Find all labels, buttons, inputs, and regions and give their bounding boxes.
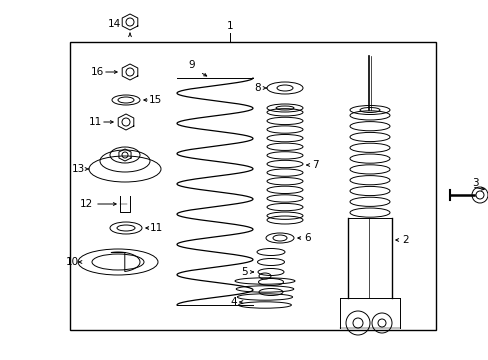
Text: 2: 2 <box>402 235 408 245</box>
Text: 3: 3 <box>471 178 477 188</box>
Text: 13: 13 <box>71 164 84 174</box>
Text: 9: 9 <box>188 60 195 70</box>
Text: 16: 16 <box>90 67 103 77</box>
Text: 10: 10 <box>65 257 79 267</box>
Text: 5: 5 <box>240 267 247 277</box>
Text: 6: 6 <box>304 233 311 243</box>
Text: 8: 8 <box>254 83 261 93</box>
Text: 1: 1 <box>226 21 233 31</box>
Text: 4: 4 <box>230 297 237 307</box>
Text: 12: 12 <box>79 199 92 209</box>
Text: 7: 7 <box>311 160 318 170</box>
Text: 11: 11 <box>149 223 163 233</box>
Text: 15: 15 <box>148 95 162 105</box>
Text: 14: 14 <box>107 19 121 29</box>
Bar <box>70 42 435 330</box>
Text: 11: 11 <box>88 117 102 127</box>
